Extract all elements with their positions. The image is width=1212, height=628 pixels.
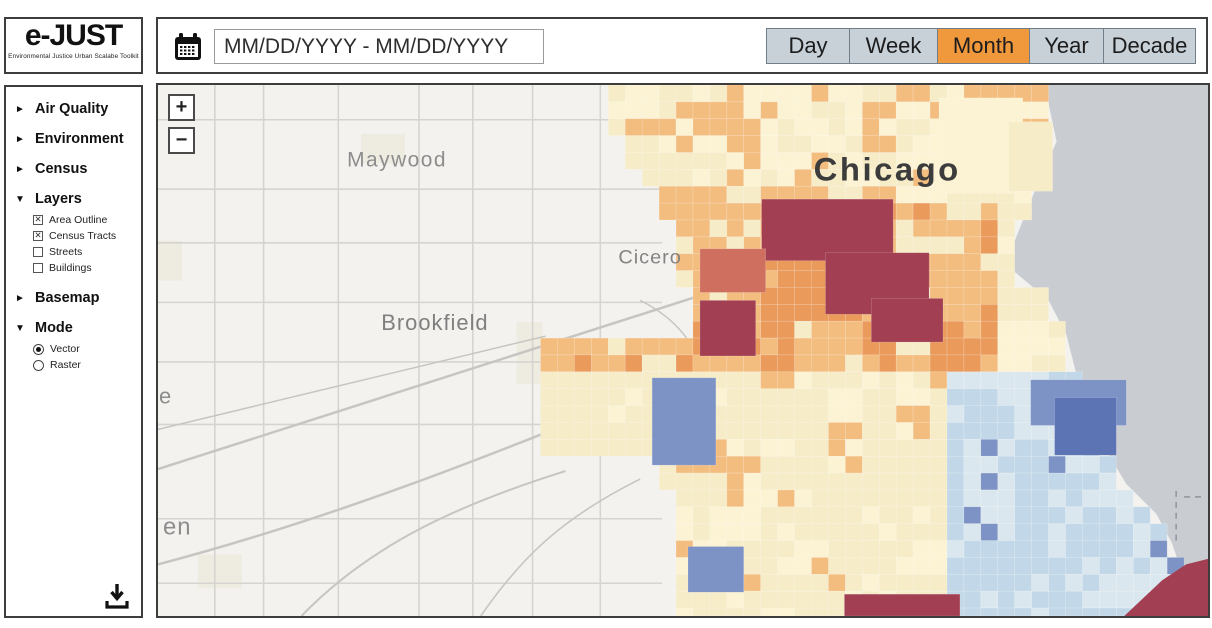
layer-item-area-outline[interactable]: ✕ Area Outline <box>33 212 141 228</box>
map-label-maywood: Maywood <box>347 148 447 171</box>
option-label: Census Tracts <box>49 230 117 242</box>
triangle-down-icon[interactable]: ▼ <box>15 322 25 334</box>
app-title: e-JUST <box>24 19 123 52</box>
radio-unselected-icon[interactable] <box>33 359 44 371</box>
map-zoom-out-button[interactable]: − <box>168 127 195 154</box>
map-label-brookfield: Brookfield <box>381 310 488 335</box>
map-label-e: e <box>159 384 171 409</box>
download-icon[interactable] <box>102 581 132 611</box>
sidebar-section-environment[interactable]: ► Environment <box>15 131 141 147</box>
layer-item-streets[interactable]: Streets <box>33 244 141 260</box>
checkbox-checked-icon[interactable]: ✕ <box>33 214 43 225</box>
range-button-month[interactable]: Month <box>937 29 1029 63</box>
app-logo: e-JUST Environmental Justice Urban Scala… <box>4 17 143 74</box>
range-button-day[interactable]: Day <box>767 29 849 63</box>
choropleth-layer[interactable]: Maywood Cicero Brookfield Chicago en e <box>158 85 1208 616</box>
triangle-right-icon[interactable]: ► <box>15 133 25 145</box>
section-label: Environment <box>35 131 124 147</box>
triangle-down-icon[interactable]: ▼ <box>15 193 25 205</box>
triangle-right-icon[interactable]: ► <box>15 292 25 304</box>
range-button-week[interactable]: Week <box>849 29 937 63</box>
layer-item-census-tracts[interactable]: ✕ Census Tracts <box>33 228 141 244</box>
checkbox-unchecked-icon[interactable] <box>33 247 43 257</box>
app-subtitle: Environmental Justice Urban Scalabe Tool… <box>8 53 139 60</box>
sidebar-section-basemap[interactable]: ► Basemap <box>15 290 141 306</box>
map-label-cicero: Cicero <box>618 247 682 269</box>
sidebar-section-air-quality[interactable]: ► Air Quality <box>15 101 141 117</box>
option-label: Streets <box>49 246 83 258</box>
option-label: Area Outline <box>49 214 108 226</box>
option-label: Vector <box>50 343 80 355</box>
sidebar-section-census[interactable]: ► Census <box>15 161 141 177</box>
option-label: Buildings <box>49 262 92 274</box>
map-zoom-in-button[interactable]: + <box>168 94 195 121</box>
section-label: Mode <box>35 320 73 336</box>
mode-option-raster[interactable]: Raster <box>33 357 141 373</box>
option-label: Raster <box>50 359 81 371</box>
checkbox-unchecked-icon[interactable] <box>33 263 43 273</box>
triangle-right-icon[interactable]: ► <box>15 163 25 175</box>
section-label: Census <box>35 161 88 177</box>
triangle-right-icon[interactable]: ► <box>15 103 25 115</box>
map-label-en: en <box>163 514 192 541</box>
range-button-year[interactable]: Year <box>1029 29 1103 63</box>
radio-selected-icon[interactable] <box>33 343 44 355</box>
section-label: Air Quality <box>35 101 109 117</box>
sidebar-section-layers[interactable]: ▼ Layers <box>15 191 141 207</box>
checkbox-checked-icon[interactable]: ✕ <box>33 230 43 241</box>
mode-option-vector[interactable]: Vector <box>33 341 141 357</box>
sidebar: ► Air Quality ► Environment ► Census ▼ Layers ✕ A… <box>4 85 143 618</box>
calendar-icon[interactable] <box>173 32 203 62</box>
section-label: Basemap <box>35 290 100 306</box>
section-label: Layers <box>35 191 82 207</box>
map-canvas[interactable]: + − Maywood Cicero Brookfield Chicago en e <box>156 83 1210 618</box>
time-range-segmented-control: Day Week Month Year Decade <box>766 28 1196 64</box>
sidebar-section-mode[interactable]: ▼ Mode <box>15 320 141 336</box>
layer-item-buildings[interactable]: Buildings <box>33 260 141 276</box>
date-range-input[interactable] <box>214 29 544 64</box>
map-label-chicago: Chicago <box>814 150 961 187</box>
range-button-decade[interactable]: Decade <box>1103 29 1195 63</box>
